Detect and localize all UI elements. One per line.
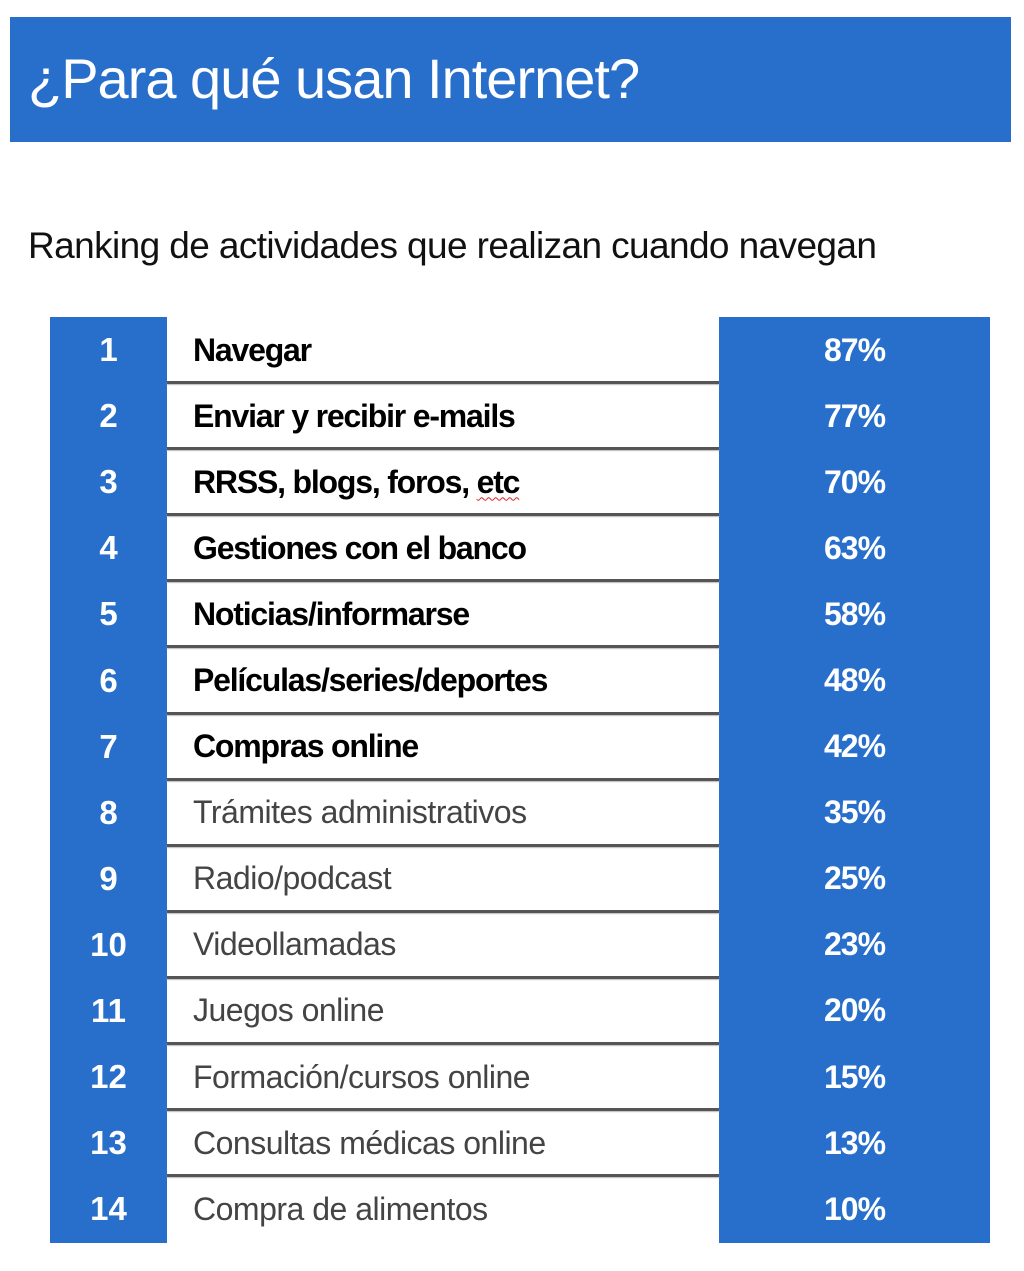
activity-text: Compra de alimentos	[193, 1190, 488, 1227]
percentage-value: 63%	[823, 529, 886, 566]
rank-number: 8	[99, 793, 118, 831]
activity-label: Trámites administrativos	[193, 780, 527, 846]
rank-number: 12	[90, 1058, 127, 1096]
rank-number: 4	[99, 529, 118, 567]
activity-label: Videollamadas	[193, 912, 396, 978]
spellcheck-flagged-word: etc	[476, 463, 521, 500]
activity-text: Consultas médicas online	[193, 1124, 546, 1161]
row-divider	[167, 909, 719, 913]
table-row: 4 Gestiones con el banco 63%	[50, 515, 990, 583]
activity-text: Compras online	[193, 728, 419, 765]
title-banner: ¿Para qué usan Internet?	[10, 17, 1011, 142]
ranking-table: 1 Navegar 87% 2 Enviar y recibir e-mails 77% 3…	[50, 317, 990, 1242]
row-divider	[167, 513, 719, 517]
rank-number: 2	[99, 397, 118, 435]
percentage-value: 20%	[823, 992, 886, 1029]
table-row: 10 Videollamadas 23%	[50, 912, 990, 979]
percentage-value: 48%	[823, 662, 886, 699]
percentage-value: 10%	[823, 1190, 886, 1227]
rank-number: 14	[90, 1190, 127, 1228]
percentage-value: 13%	[823, 1124, 886, 1161]
table-row: 13 Consultas médicas online 13%	[50, 1110, 990, 1178]
table-row: 6 Películas/series/deportes 48%	[50, 647, 990, 715]
table-row: 2 Enviar y recibir e-mails 77%	[50, 383, 990, 451]
activity-text: Radio/podcast	[193, 860, 392, 897]
rank-column-background	[50, 317, 167, 1243]
row-divider	[167, 1174, 719, 1178]
activity-text: Noticias/informarse	[193, 595, 470, 632]
percentage-value: 42%	[823, 728, 886, 765]
percentage-value: 23%	[823, 926, 886, 963]
rank-number: 9	[99, 859, 118, 897]
row-divider	[167, 447, 719, 451]
rank-number: 5	[99, 595, 118, 633]
row-divider	[167, 1042, 719, 1046]
row-divider	[167, 645, 719, 649]
rank-number: 1	[99, 331, 118, 369]
activity-label: RRSS, blogs, foros, etc	[193, 449, 521, 515]
row-divider	[167, 711, 719, 715]
activity-label: Películas/series/deportes	[193, 647, 548, 713]
rank-number: 13	[90, 1124, 127, 1162]
rank-number: 11	[91, 991, 126, 1029]
row-divider	[167, 777, 719, 781]
activity-text: Películas/series/deportes	[193, 662, 548, 699]
percentage-value: 87%	[823, 331, 886, 368]
subtitle: Ranking de actividades que realizan cuan…	[28, 225, 877, 266]
activity-text: Navegar	[193, 331, 312, 368]
table-row: 5 Noticias/informarse 58%	[50, 581, 990, 649]
percentage-value: 35%	[823, 794, 886, 831]
row-divider	[167, 579, 719, 583]
activity-label: Noticias/informarse	[193, 581, 470, 647]
activity-text: Videollamadas	[193, 926, 396, 963]
rank-number: 10	[90, 925, 127, 963]
activity-label: Radio/podcast	[193, 846, 392, 912]
percentage-value: 25%	[823, 860, 886, 897]
row-divider	[167, 975, 719, 979]
activity-text: Gestiones con el banco	[193, 529, 527, 566]
activity-label: Consultas médicas online	[193, 1110, 546, 1176]
percentage-value: 70%	[823, 463, 886, 500]
table-row: 11 Juegos online 20%	[50, 978, 990, 1046]
activity-text: Enviar y recibir e-mails	[193, 397, 516, 434]
activity-label: Formación/cursos online	[193, 1044, 531, 1110]
table-row: 9 Radio/podcast 25%	[50, 846, 990, 913]
activity-label: Gestiones con el banco	[193, 515, 527, 581]
activity-text: Formación/cursos online	[193, 1058, 531, 1095]
rank-number: 3	[99, 463, 118, 501]
table-row: 12 Formación/cursos online 15%	[50, 1044, 990, 1112]
percentage-value: 77%	[823, 397, 886, 434]
row-divider	[167, 1108, 719, 1112]
activity-text: Trámites administrativos	[193, 794, 527, 831]
rank-number: 7	[99, 727, 118, 765]
table-row: 1 Navegar 87%	[50, 317, 990, 385]
row-divider	[167, 843, 719, 847]
table-row: 14 Compra de alimentos 10%	[50, 1176, 990, 1242]
activity-label: Enviar y recibir e-mails	[193, 383, 516, 449]
value-column-background	[719, 317, 990, 1243]
table-row: 7 Compras online 42%	[50, 714, 990, 781]
row-divider	[167, 381, 719, 385]
percentage-value: 15%	[823, 1058, 886, 1095]
rank-number: 6	[99, 661, 118, 699]
activity-label: Compras online	[193, 714, 419, 780]
activity-label: Navegar	[193, 317, 312, 383]
table-row: 3 RRSS, blogs, foros, etc 70%	[50, 449, 990, 517]
table-row: 8 Trámites administrativos 35%	[50, 780, 990, 847]
activity-text: Juegos online	[193, 992, 384, 1029]
activity-label: Compra de alimentos	[193, 1176, 488, 1242]
activity-label: Juegos online	[193, 978, 384, 1044]
activity-text: RRSS, blogs, foros,	[193, 463, 477, 500]
page-title: ¿Para qué usan Internet?	[28, 47, 640, 110]
percentage-value: 58%	[823, 595, 886, 632]
